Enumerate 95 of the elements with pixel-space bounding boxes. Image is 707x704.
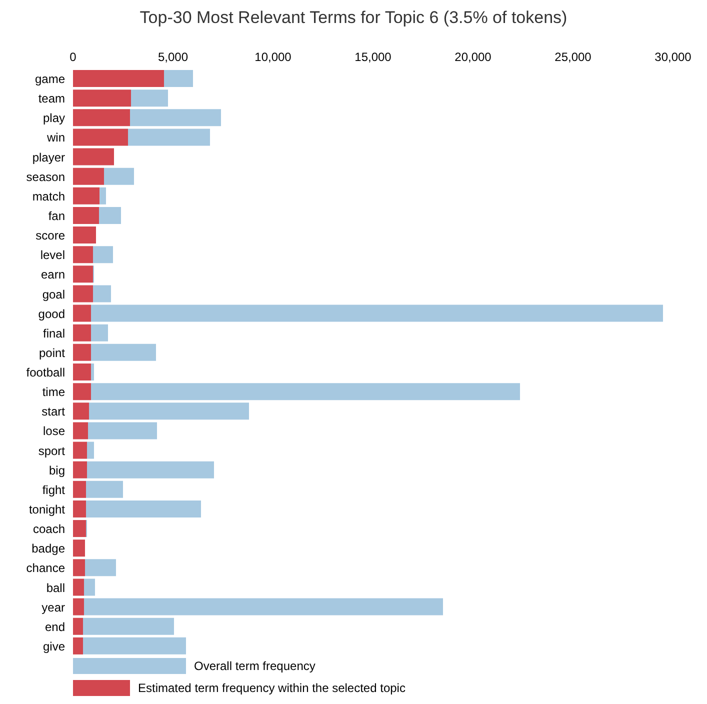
bar (73, 324, 91, 342)
bar (73, 206, 99, 224)
y-tick-label: year (42, 600, 66, 614)
bar (73, 578, 84, 596)
y-tick-label: game (34, 72, 66, 86)
y-tick-label: team (38, 92, 65, 106)
bar (86, 500, 201, 518)
bar (73, 461, 87, 478)
bar (73, 500, 86, 518)
legend-label: Estimated term frequency within the selected topic (138, 681, 406, 695)
x-tick-label: 15,000 (354, 50, 392, 64)
chart-title: Top-30 Most Relevant Terms for Topic 6 (3.5% of tokens) (138, 8, 568, 28)
bar (104, 168, 134, 185)
bar (73, 168, 104, 185)
x-tick-label: 30,000 (654, 50, 692, 64)
bar (87, 461, 214, 478)
y-tick-label: player (32, 150, 65, 164)
x-tick-label: 10,000 (254, 50, 292, 64)
bar (84, 598, 443, 616)
y-tick-label: coach (32, 522, 65, 536)
bar (73, 637, 83, 654)
bar (73, 422, 88, 440)
bar (73, 70, 164, 87)
bar (73, 90, 131, 107)
bar (164, 70, 193, 87)
bar (86, 480, 123, 498)
bar (84, 578, 95, 596)
bar (73, 128, 128, 146)
y-tick-label: score (36, 228, 66, 243)
bar (128, 128, 210, 146)
y-tick-label: give (42, 639, 66, 654)
y-tick-label: big (48, 463, 65, 478)
bar (88, 422, 157, 440)
bar (73, 480, 86, 498)
bar (91, 344, 156, 361)
bar (91, 364, 94, 380)
bar (73, 304, 91, 322)
y-tick-label: badge (32, 542, 66, 556)
y-tick-label: level (40, 248, 65, 262)
bar (83, 637, 186, 654)
y-tick-label: match (32, 189, 65, 204)
bar (93, 246, 113, 264)
y-tick-label: goal (42, 287, 65, 302)
x-tick-label: 0 (70, 50, 77, 64)
y-tick-label: fight (42, 482, 66, 497)
y-tick-label: point (38, 346, 66, 360)
bar (73, 226, 96, 244)
bar (87, 442, 94, 459)
y-tick-label: season (26, 170, 65, 184)
y-tick-label: ball (46, 580, 65, 595)
bar (130, 109, 221, 126)
bar (73, 344, 91, 361)
bar (131, 90, 168, 107)
bar (85, 559, 116, 576)
bar (73, 109, 130, 126)
y-tick-label: start (42, 404, 66, 419)
y-tick-label: good (38, 306, 65, 321)
y-tick-label: tonight (28, 502, 66, 517)
y-tick-label: sport (38, 444, 66, 458)
bar (73, 559, 85, 576)
y-tick-label: chance (26, 561, 66, 576)
series-label: Overall term frequency (194, 659, 316, 673)
bar (91, 383, 520, 400)
bar (73, 148, 114, 166)
y-tick-label: play (42, 111, 65, 126)
bar (73, 520, 86, 538)
bar (83, 618, 174, 635)
y-tick-label: final (42, 326, 65, 340)
bar (91, 324, 108, 342)
bar (73, 285, 93, 302)
bar (73, 187, 100, 204)
x-tick-label: 5,000 (158, 50, 188, 64)
bar (73, 246, 93, 264)
y-tick-label: end (44, 620, 65, 634)
bar (73, 402, 89, 420)
y-tick-label: win (46, 130, 65, 145)
bar (93, 285, 111, 302)
bar (89, 402, 249, 420)
bar (73, 618, 83, 635)
bar (73, 598, 84, 616)
x-tick-label: 20,000 (454, 50, 492, 64)
bar (73, 540, 85, 557)
y-tick-label: time (42, 385, 66, 400)
y-tick-label: lose (42, 424, 66, 438)
y-tick-label: football (26, 366, 65, 380)
y-tick-label: earn (40, 268, 65, 282)
bar (73, 442, 87, 459)
bar (99, 206, 121, 224)
bar (91, 304, 663, 322)
y-tick-label: fan (48, 209, 65, 224)
bar (73, 383, 91, 400)
bar (73, 364, 91, 380)
x-tick-label: 25,000 (554, 50, 592, 64)
bar (100, 187, 106, 204)
bar (73, 266, 93, 283)
